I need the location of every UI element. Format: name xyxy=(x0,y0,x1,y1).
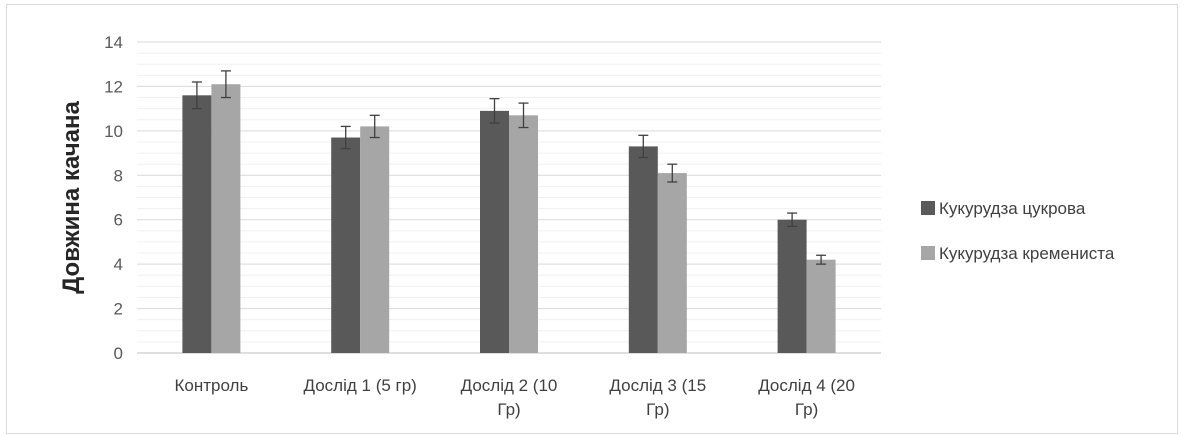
bar-chart: 0 2 4 6 8 10 12 14 Довжина качана Контроль Дослід … xyxy=(58,33,1115,419)
y-tick-label: 2 xyxy=(114,300,123,319)
x-tick-label: Гр) xyxy=(646,400,669,419)
bar-sweet-corn xyxy=(182,95,212,354)
x-tick-label: Гр) xyxy=(795,400,818,419)
y-tick-label: 14 xyxy=(104,33,123,52)
legend-swatch xyxy=(921,246,935,260)
legend-label: Кукурудза цукрова xyxy=(939,199,1086,218)
bar-flint-corn xyxy=(806,259,836,353)
bar-flint-corn xyxy=(211,84,241,353)
x-tick-label: Контроль xyxy=(174,376,248,395)
bar-sweet-corn xyxy=(480,110,509,353)
chart-frame: 0 2 4 6 8 10 12 14 Довжина качана Контроль Дослід … xyxy=(6,4,1178,434)
bar-flint-corn xyxy=(360,126,390,354)
legend-label: Кукурудза кремениста xyxy=(939,244,1115,263)
y-tick-label: 0 xyxy=(114,344,123,363)
bar-sweet-corn xyxy=(628,146,658,353)
y-tick-label: 10 xyxy=(104,122,123,141)
bar-sweet-corn xyxy=(331,137,361,353)
y-tick-label: 8 xyxy=(114,166,123,185)
x-tick-label: Дослід 2 (10 xyxy=(461,376,558,395)
x-tick-label: Дослід 3 (15 xyxy=(609,376,706,395)
y-axis-title: Довжина качана xyxy=(58,101,85,294)
bar-sweet-corn xyxy=(777,219,807,353)
x-tick-label: Дослід 1 (5 гр) xyxy=(304,376,417,395)
x-tick-label: Гр) xyxy=(497,400,520,419)
bar-flint-corn xyxy=(509,115,538,353)
legend-swatch xyxy=(921,201,935,215)
y-tick-label: 6 xyxy=(114,211,123,230)
bar-flint-corn xyxy=(657,173,687,353)
y-tick-label: 12 xyxy=(104,77,123,96)
x-tick-label: Дослід 4 (20 xyxy=(758,376,855,395)
y-tick-label: 4 xyxy=(114,255,123,274)
